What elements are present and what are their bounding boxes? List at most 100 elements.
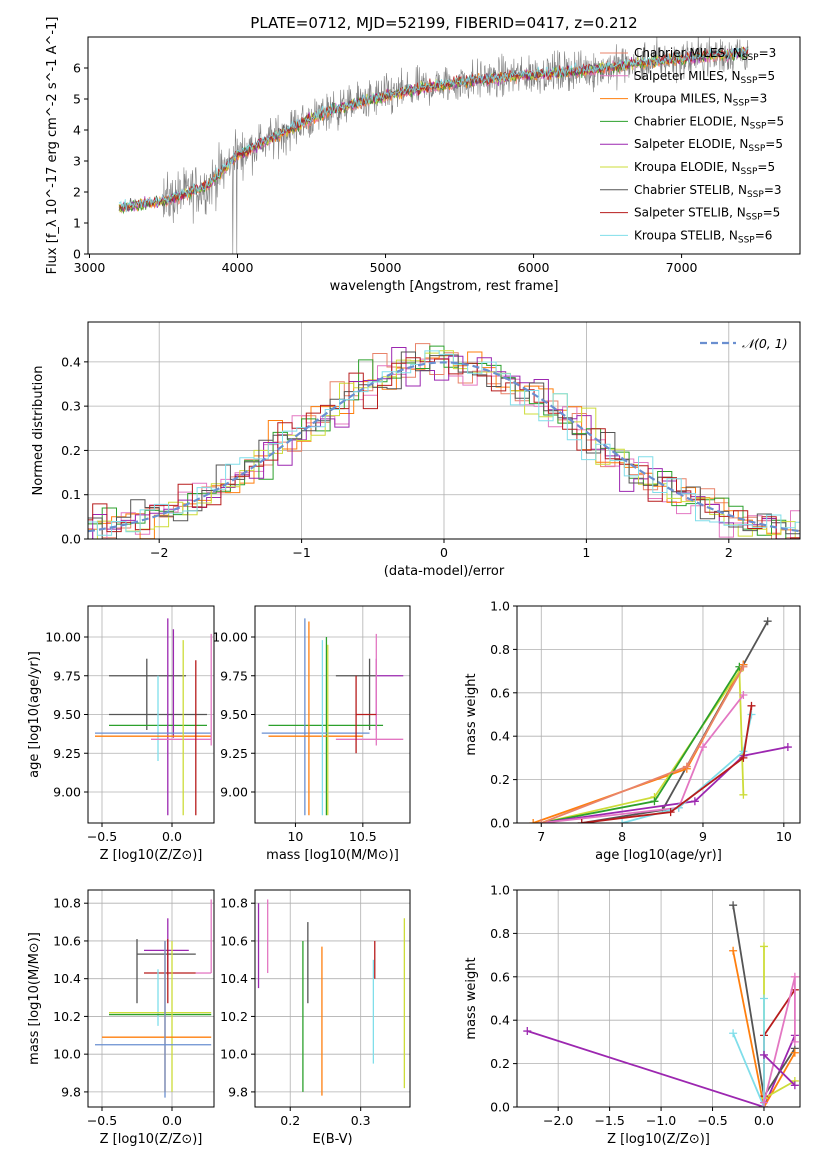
y-tick-label: 0.4 <box>490 729 510 744</box>
y-axis-label: age [log10(age/yr)] <box>27 651 42 778</box>
weight-series-line <box>581 705 753 823</box>
weight-point <box>739 790 748 799</box>
x-axis-label: Z [log10(Z/Z⊙)] <box>100 848 203 863</box>
weight-point <box>729 1029 738 1038</box>
y-tick-label: 9.25 <box>53 746 81 761</box>
y-tick-label: 5 <box>73 92 81 107</box>
weight-series-line <box>763 1054 796 1086</box>
y-tick-label: 3 <box>73 154 81 169</box>
x-tick-label: 8 <box>618 829 626 844</box>
y-tick-label: 1.0 <box>490 599 510 614</box>
weight-series-line <box>527 1030 796 1107</box>
weight-point <box>729 901 738 910</box>
y-axis-label: mass weight <box>464 957 479 1039</box>
y-tick-label: 0.2 <box>490 772 510 787</box>
x-axis-label: Z [log10(Z/Z⊙)] <box>607 1132 710 1147</box>
histogram-series <box>88 357 800 539</box>
x-tick-label: −2.0 <box>543 1113 573 1128</box>
axes-frame <box>87 321 801 540</box>
y-tick-label: 9.00 <box>220 785 248 800</box>
y-tick-label: 10.8 <box>53 896 81 911</box>
weight-point <box>763 617 772 626</box>
x-tick-label: 7 <box>537 829 545 844</box>
x-axis-label: E(B-V) <box>312 1132 352 1147</box>
weight-point <box>739 753 748 762</box>
spectrum-lines <box>118 37 749 254</box>
y-tick-label: 0.8 <box>490 926 510 941</box>
y-axis-label: mass [log10(M/M⊙)] <box>27 932 42 1065</box>
y-tick-label: 0.1 <box>61 487 81 502</box>
axes-frame <box>87 605 215 824</box>
y-tick-label: 10.4 <box>220 971 248 986</box>
weight-point <box>747 701 756 710</box>
weight-point <box>650 797 659 806</box>
weight-point <box>618 819 627 823</box>
weight-point <box>739 690 748 699</box>
y-tick-label: 0.4 <box>490 1013 510 1028</box>
y-tick-label: 10.2 <box>220 1009 248 1024</box>
weight-point <box>682 762 691 771</box>
y-tick-label: 9.75 <box>53 668 81 683</box>
legend-entry: Salpeter ELODIE, NSSP=5 <box>634 137 783 154</box>
x-tick-label: −1.5 <box>594 1113 624 1128</box>
weight-point <box>666 808 675 817</box>
x-tick-label: 2 <box>725 545 733 560</box>
x-tick-label: 0.0 <box>754 1113 774 1128</box>
y-tick-label: 2 <box>73 185 81 200</box>
x-tick-label: 4000 <box>222 260 254 275</box>
weight-point <box>747 710 756 719</box>
weight_vs_Z-marks <box>523 901 799 1107</box>
panels: 3000 4000 5000 6000 7000 0 1 2 3 4 5 6 wavelength [A… <box>27 17 801 1147</box>
y-tick-label: 10.6 <box>220 933 248 948</box>
x-tick-label: −1.0 <box>646 1113 676 1128</box>
weight-point <box>759 1098 768 1107</box>
y-tick-label: 10.00 <box>45 630 81 645</box>
x-tick-label: 10 <box>287 829 303 844</box>
y-tick-label: 9.50 <box>53 707 81 722</box>
spectrum-panel: 3000 4000 5000 6000 7000 0 1 2 3 4 5 6 wavelength [A… <box>45 17 801 294</box>
age_vs_mass-panel: 10 10.5 9.00 9.25 9.50 9.75 10.00 mass [log10(M… <box>212 605 411 863</box>
residuals-panel: −2 −1 0 1 2 0.0 0.1 0.2 0.3 0.4 (data-model)/error… <box>31 321 801 579</box>
x-tick-label: 5000 <box>370 260 402 275</box>
legend-entry: Kroupa MILES, NSSP=3 <box>634 92 767 109</box>
legend-entry: Salpeter MILES, NSSP=5 <box>634 69 775 86</box>
y-tick-label: 10.6 <box>53 933 81 948</box>
y-tick-label: 0.2 <box>490 1056 510 1071</box>
x-tick-label: 3000 <box>74 260 106 275</box>
weight-point <box>523 1027 532 1036</box>
weight-point <box>690 797 699 806</box>
y-tick-label: 10.8 <box>220 896 248 911</box>
y-tick-label: 0.0 <box>61 532 81 547</box>
weight-series-line <box>732 950 796 1107</box>
y-tick-label: 10.4 <box>53 971 81 986</box>
y-tick-label: 9.8 <box>228 1084 248 1099</box>
spectrum-legend: Chabrier MILES, NSSP=3 Salpeter MILES, NS… <box>600 46 784 245</box>
weight-point <box>529 819 538 823</box>
spectrum-data-line <box>118 37 749 254</box>
weight-point <box>790 1081 799 1090</box>
x-tick-label: 7000 <box>666 260 698 275</box>
weight-point <box>790 1037 799 1046</box>
x-tick-label: −0.5 <box>697 1113 727 1128</box>
legend-entry: Chabrier STELIB, NSSP=3 <box>634 183 782 200</box>
mass_vs_ebv-marks <box>257 899 406 1096</box>
y-tick-label: 0.4 <box>61 354 81 369</box>
x-tick-label: 0.0 <box>162 829 182 844</box>
weight-point <box>759 1050 768 1059</box>
axes-frame <box>516 889 801 1108</box>
x-axis-label: mass [log10(M/M⊙)] <box>266 848 399 863</box>
figure-title: PLATE=0712, MJD=52199, FIBERID=0417, z=0… <box>250 14 637 32</box>
weight-point <box>783 743 792 752</box>
y-tick-label: 6 <box>73 61 81 76</box>
age_vs_Z-marks <box>95 618 212 816</box>
axes-frame <box>516 605 801 824</box>
spectrum-model-line <box>119 46 749 211</box>
axes-frame <box>254 889 411 1108</box>
x-tick-label: −2 <box>150 545 168 560</box>
weight-series-line <box>541 694 745 823</box>
normal-curve <box>88 361 800 533</box>
y-tick-label: 0.2 <box>61 443 81 458</box>
y-tick-label: 0 <box>73 247 81 262</box>
weight-point <box>577 819 586 823</box>
y-tick-label: 1.0 <box>490 883 510 898</box>
